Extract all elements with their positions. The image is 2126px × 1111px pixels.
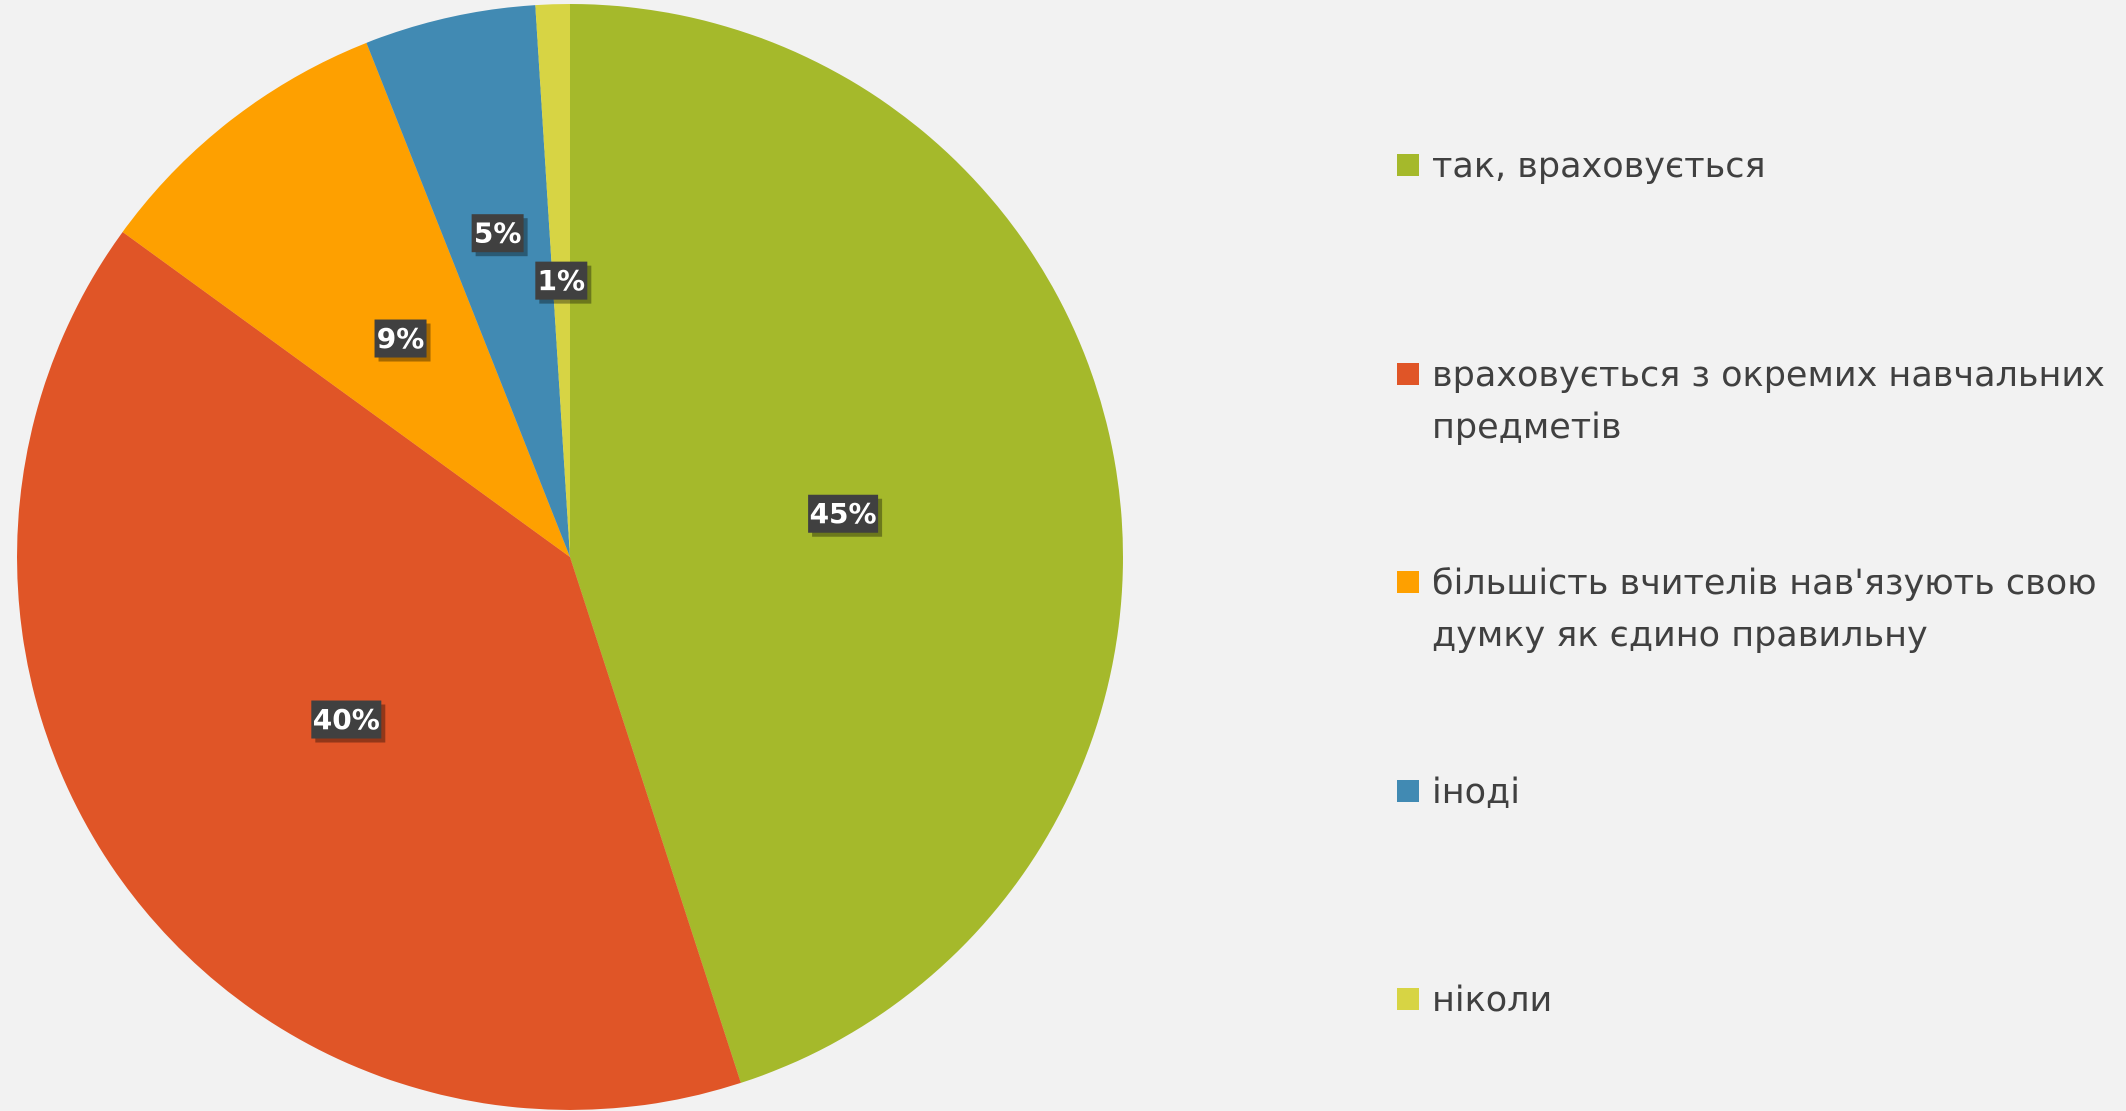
- pie-slice: [570, 4, 1123, 1083]
- chart: 45% 40% 9% 5% 1%: [16, 4, 1123, 1110]
- legend-item: ніколи: [1397, 974, 2122, 1026]
- legend-item: іноді: [1397, 766, 2122, 818]
- legend-label: ніколи: [1432, 980, 1553, 1020]
- legend-swatch: [1397, 154, 1419, 176]
- legend-swatch: [1397, 780, 1419, 802]
- legend-label: більшість вчителів нав'язують свою думку…: [1432, 563, 2097, 655]
- pie-slice: [16, 231, 741, 1110]
- data-label: 45%: [810, 497, 877, 530]
- legend-swatch: [1397, 988, 1419, 1010]
- data-label-box: [374, 319, 427, 358]
- legend-swatch: [1397, 363, 1419, 385]
- legend-label: іноді: [1432, 772, 1520, 812]
- data-label: 1%: [538, 264, 586, 297]
- pie-slice: [122, 42, 571, 557]
- data-label: 9%: [377, 322, 425, 355]
- data-label: 5%: [474, 217, 522, 250]
- legend-item: враховується з окремих навчальних предме…: [1397, 349, 2122, 453]
- legend-label: враховується з окремих навчальних предме…: [1432, 355, 2105, 447]
- data-label-box: [471, 214, 524, 253]
- data-label-box: [808, 494, 879, 533]
- legend-item: більшість вчителів нав'язують свою думку…: [1397, 557, 2122, 661]
- legend-swatch: [1397, 571, 1419, 593]
- data-label-box: [311, 700, 382, 739]
- legend-label: так, враховується: [1432, 146, 1766, 186]
- data-label-box: [535, 261, 588, 300]
- legend-item: так, враховується: [1397, 140, 2122, 192]
- data-label: 40%: [313, 703, 380, 736]
- pie-slice: [366, 5, 570, 557]
